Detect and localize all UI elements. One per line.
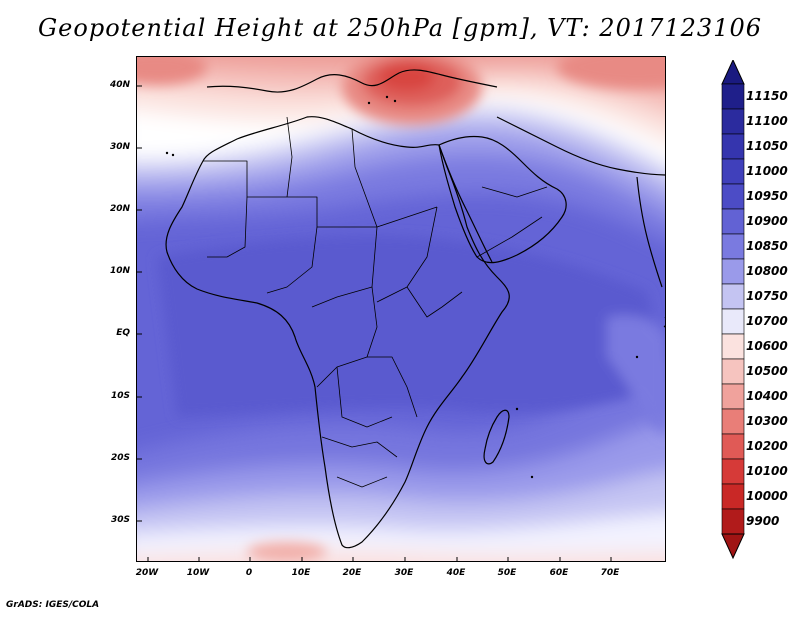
colorbar-level-label: 10850	[746, 238, 788, 253]
red-high	[137, 57, 665, 561]
colorbar-level-label: 10400	[746, 388, 788, 403]
lon-label-20e: 20E	[342, 568, 362, 578]
colorbar-level-label: 11150	[746, 88, 788, 103]
colorbar-top-triangle	[721, 60, 745, 85]
colorbar-cell	[721, 358, 745, 385]
geopotential-map	[137, 57, 665, 561]
coastlines	[165, 69, 665, 549]
lat-label-10n: 10N	[109, 266, 130, 276]
lat-label-20n: 20N	[109, 204, 130, 214]
colorbar-level-label: 10300	[746, 413, 788, 428]
colorbar-cell	[721, 108, 745, 135]
lon-label-40e: 40E	[446, 568, 466, 578]
colorbar-cell	[721, 458, 745, 485]
lat-label-eq: EQ	[116, 328, 130, 338]
colorbar-level-label: 9900	[746, 513, 780, 528]
colorbar-cell	[721, 308, 745, 335]
lat-label-40n: 40N	[109, 80, 130, 90]
colorbar-level-label: 10000	[746, 488, 788, 503]
lon-label-20w: 20W	[135, 568, 159, 578]
colorbar-cell	[721, 508, 745, 535]
colorbar-level-label: 10600	[746, 338, 788, 353]
colorbar-bottom-triangle	[721, 533, 745, 560]
colorbar-cell	[721, 83, 745, 110]
lat-label-10s: 10S	[110, 391, 130, 401]
colorbar-cell	[721, 183, 745, 210]
lon-label-70e: 70E	[600, 568, 620, 578]
colorbar	[721, 60, 745, 560]
grads-credit: GrADS: IGES/COLA	[6, 600, 100, 610]
blue-core	[157, 235, 665, 436]
lon-label-10e: 10E	[291, 568, 311, 578]
colorbar-level-label: 10500	[746, 363, 788, 378]
colorbar-cells	[721, 83, 745, 535]
colorbar-level-label: 11000	[746, 163, 788, 178]
map-plot-area	[136, 56, 666, 562]
colorbar-cell	[721, 408, 745, 435]
colorbar-level-label: 10950	[746, 188, 788, 203]
lon-label-10w: 10W	[186, 568, 210, 578]
colorbar-cell	[721, 233, 745, 260]
colorbar-cell	[721, 258, 745, 285]
lon-label-50e: 50E	[497, 568, 517, 578]
lon-label-30e: 30E	[394, 568, 414, 578]
small-islands	[165, 95, 639, 479]
colorbar-cell	[721, 283, 745, 310]
colorbar-level-label: 10100	[746, 463, 788, 478]
colorbar-cell	[721, 158, 745, 185]
country-borders	[203, 116, 548, 488]
lat-label-20s: 20S	[110, 453, 130, 463]
colorbar-level-label: 11100	[746, 113, 788, 128]
colorbar-cell	[721, 383, 745, 410]
lat-label-30s: 30S	[110, 515, 130, 525]
colorbar-level-label: 11050	[746, 138, 788, 153]
lat-label-30n: 30N	[109, 142, 130, 152]
colorbar-cell	[721, 433, 745, 460]
colorbar-cell	[721, 133, 745, 160]
colorbar-level-label: 10200	[746, 438, 788, 453]
colorbar-level-label: 10750	[746, 288, 788, 303]
lon-label-60e: 60E	[549, 568, 569, 578]
chart-title: Geopotential Height at 250hPa [gpm], VT:…	[38, 14, 762, 42]
colorbar-cell	[721, 333, 745, 360]
colorbar-cell	[721, 483, 745, 510]
lon-label-0: 0	[245, 568, 253, 578]
colorbar-level-label: 10900	[746, 213, 788, 228]
colorbar-level-label: 10700	[746, 313, 788, 328]
axis-ticks	[137, 85, 612, 561]
colorbar-cell	[721, 208, 745, 235]
colorbar-level-label: 10800	[746, 263, 788, 278]
